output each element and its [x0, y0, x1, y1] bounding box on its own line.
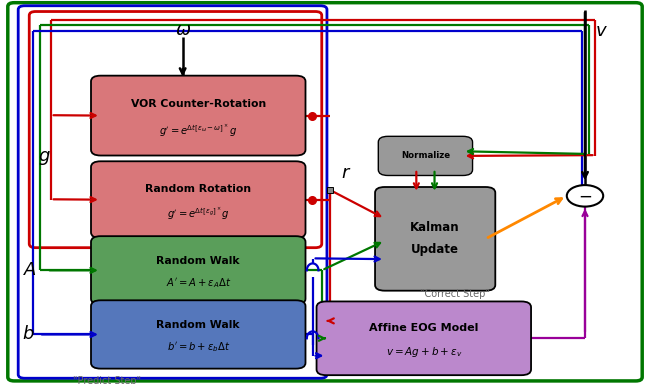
FancyBboxPatch shape	[317, 301, 531, 375]
Text: $v$: $v$	[595, 22, 608, 40]
Text: $A$: $A$	[23, 262, 37, 279]
Text: Affine EOG Model: Affine EOG Model	[369, 323, 478, 333]
Text: Random Rotation: Random Rotation	[145, 184, 252, 194]
Text: $\omega$: $\omega$	[174, 21, 191, 38]
Text: "Correct Step": "Correct Step"	[420, 289, 490, 299]
Text: Random Walk: Random Walk	[157, 256, 240, 266]
FancyBboxPatch shape	[91, 236, 306, 305]
FancyBboxPatch shape	[378, 136, 473, 175]
Text: Normalize: Normalize	[401, 151, 450, 161]
FancyBboxPatch shape	[91, 76, 306, 156]
Text: "Predict Step": "Predict Step"	[73, 376, 141, 384]
Text: $g' = e^{\Delta t[\epsilon_g]^\times}g$: $g' = e^{\Delta t[\epsilon_g]^\times}g$	[167, 206, 229, 222]
Text: $b' = b + \epsilon_b \Delta t$: $b' = b + \epsilon_b \Delta t$	[166, 340, 230, 354]
Text: VOR Counter-Rotation: VOR Counter-Rotation	[131, 99, 266, 109]
Text: $g$: $g$	[38, 149, 51, 167]
Text: $v = Ag + b + \epsilon_v$: $v = Ag + b + \epsilon_v$	[385, 345, 462, 359]
FancyBboxPatch shape	[91, 161, 306, 238]
Text: Random Walk: Random Walk	[157, 320, 240, 330]
Text: Kalman: Kalman	[410, 221, 460, 234]
Text: $g' = e^{\Delta t[\epsilon_\omega-\omega]^\times}g$: $g' = e^{\Delta t[\epsilon_\omega-\omega…	[159, 122, 237, 139]
Text: Update: Update	[411, 243, 459, 257]
Text: $b$: $b$	[22, 326, 35, 343]
Circle shape	[567, 185, 603, 207]
Text: $-$: $-$	[578, 187, 592, 205]
FancyBboxPatch shape	[91, 300, 306, 369]
Text: $A' = A + \epsilon_A \Delta t$: $A' = A + \epsilon_A \Delta t$	[166, 276, 231, 290]
Text: $r$: $r$	[341, 164, 352, 182]
FancyBboxPatch shape	[375, 187, 495, 291]
